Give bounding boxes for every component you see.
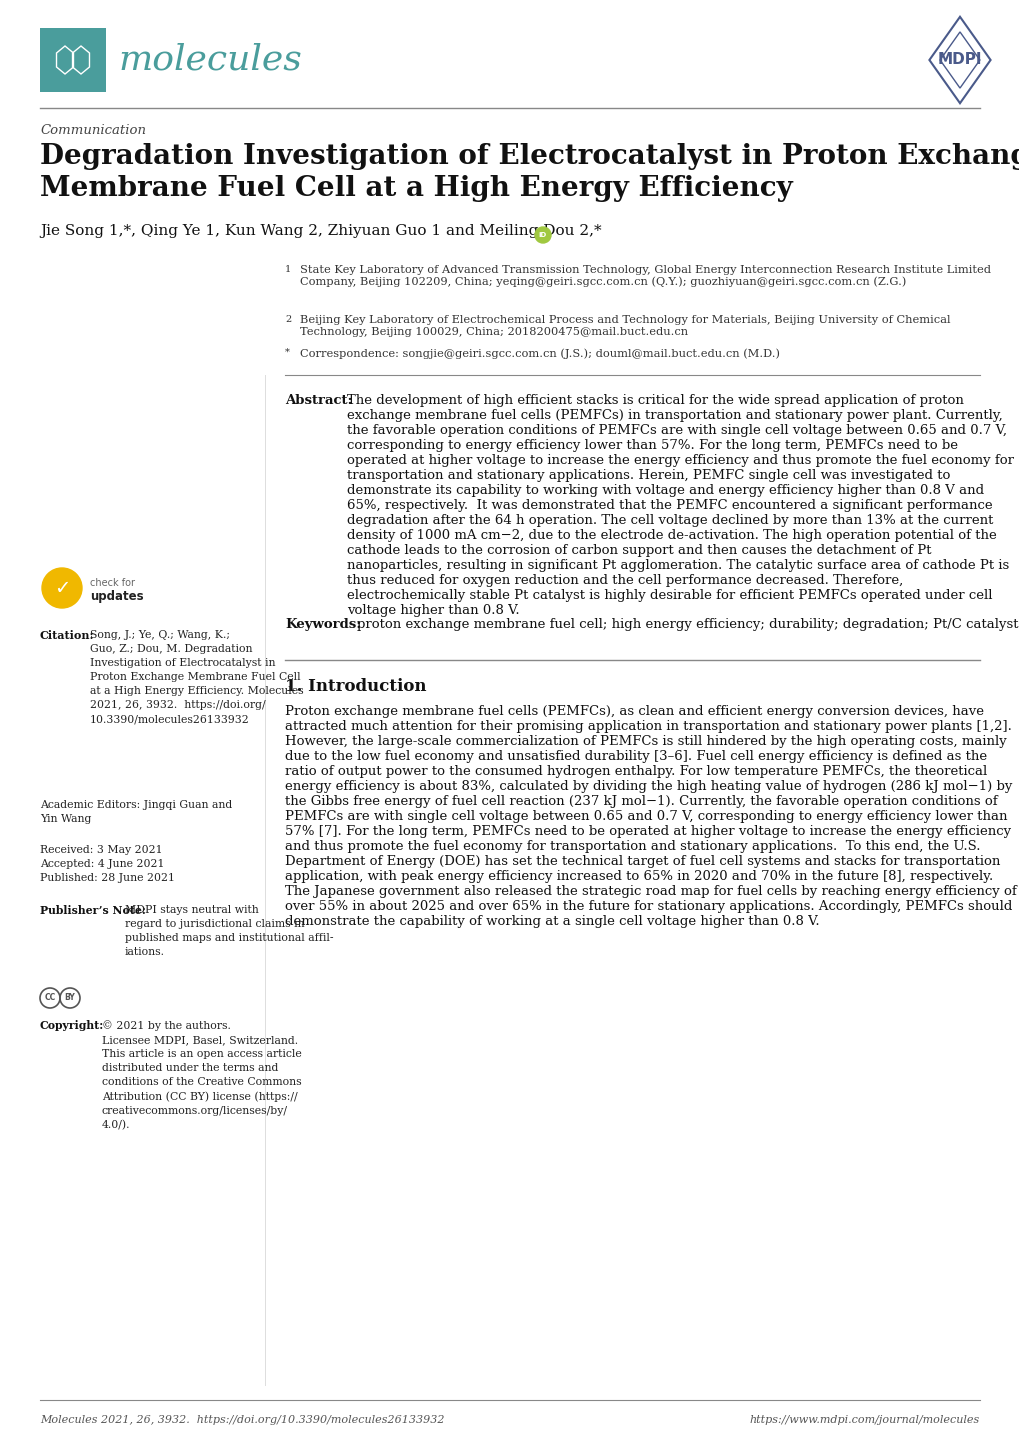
Text: proton exchange membrane fuel cell; high energy efficiency; durability; degradat: proton exchange membrane fuel cell; high… <box>357 619 1018 632</box>
Text: MDPI stays neutral with
regard to jurisdictional claims in
published maps and in: MDPI stays neutral with regard to jurisd… <box>125 906 333 957</box>
Text: Song, J.; Ye, Q.; Wang, K.;
Guo, Z.; Dou, M. Degradation
Investigation of Electr: Song, J.; Ye, Q.; Wang, K.; Guo, Z.; Dou… <box>90 630 304 724</box>
Text: CC: CC <box>45 994 56 1002</box>
Text: Degradation Investigation of Electrocatalyst in Proton Exchange: Degradation Investigation of Electrocata… <box>40 143 1019 170</box>
Text: 1. Introduction: 1. Introduction <box>284 678 426 695</box>
Text: ✓: ✓ <box>54 578 70 597</box>
Text: Jie Song 1,*, Qing Ye 1, Kun Wang 2, Zhiyuan Guo 1 and Meiling Dou 2,*: Jie Song 1,*, Qing Ye 1, Kun Wang 2, Zhi… <box>40 224 601 238</box>
Text: The development of high efficient stacks is critical for the wide spread applica: The development of high efficient stacks… <box>346 394 1013 617</box>
Text: Beijing Key Laboratory of Electrochemical Process and Technology for Materials, : Beijing Key Laboratory of Electrochemica… <box>300 314 950 336</box>
Text: Copyright:: Copyright: <box>40 1019 104 1031</box>
Text: BY: BY <box>64 994 75 1002</box>
Text: MDPI: MDPI <box>936 52 981 68</box>
Text: © 2021 by the authors.
Licensee MDPI, Basel, Switzerland.
This article is an ope: © 2021 by the authors. Licensee MDPI, Ba… <box>102 1019 302 1131</box>
Text: Abstract:: Abstract: <box>284 394 353 407</box>
Text: molecules: molecules <box>118 43 302 76</box>
Text: updates: updates <box>90 590 144 603</box>
Circle shape <box>42 568 82 609</box>
Text: check for: check for <box>90 578 135 588</box>
FancyBboxPatch shape <box>40 27 106 92</box>
Text: State Key Laboratory of Advanced Transmission Technology, Global Energy Intercon: State Key Laboratory of Advanced Transmi… <box>300 265 990 287</box>
Text: Correspondence: songjie@geiri.sgcc.com.cn (J.S.); douml@mail.buct.edu.cn (M.D.): Correspondence: songjie@geiri.sgcc.com.c… <box>300 348 780 359</box>
Text: 1: 1 <box>284 265 291 274</box>
Circle shape <box>535 226 550 244</box>
Text: https://www.mdpi.com/journal/molecules: https://www.mdpi.com/journal/molecules <box>749 1415 979 1425</box>
Text: 2: 2 <box>284 314 291 324</box>
Text: iD: iD <box>538 232 546 238</box>
Text: Molecules 2021, 26, 3932.  https://doi.org/10.3390/molecules26133932: Molecules 2021, 26, 3932. https://doi.or… <box>40 1415 444 1425</box>
Text: Publisher’s Note:: Publisher’s Note: <box>40 906 146 916</box>
Text: Membrane Fuel Cell at a High Energy Efficiency: Membrane Fuel Cell at a High Energy Effi… <box>40 174 792 202</box>
Text: Communication: Communication <box>40 124 146 137</box>
Text: Received: 3 May 2021
Accepted: 4 June 2021
Published: 28 June 2021: Received: 3 May 2021 Accepted: 4 June 20… <box>40 845 175 883</box>
Text: Keywords:: Keywords: <box>284 619 361 632</box>
Text: Citation:: Citation: <box>40 630 95 642</box>
Text: Proton exchange membrane fuel cells (PEMFCs), as clean and efficient energy conv: Proton exchange membrane fuel cells (PEM… <box>284 705 1016 929</box>
Text: Academic Editors: Jingqi Guan and
Yin Wang: Academic Editors: Jingqi Guan and Yin Wa… <box>40 800 232 823</box>
Text: *: * <box>284 348 289 358</box>
